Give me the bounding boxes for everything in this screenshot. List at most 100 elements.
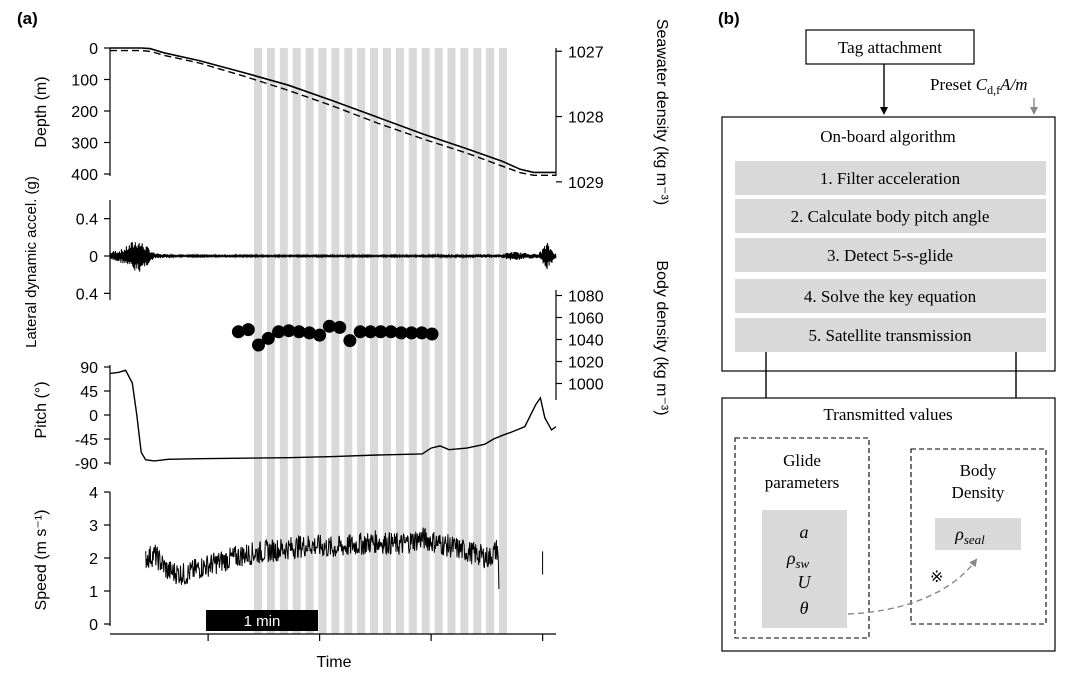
tag-attachment-box	[805, 29, 975, 65]
pitch-subplot: 90 45 0 -45 -90 1080 1060 1040 1020 1000 Pitch (…	[33, 260, 670, 473]
reference-mark: ※	[930, 569, 943, 586]
glide-band	[434, 48, 443, 634]
accel-ylabel: Lateral dynamic accel. (g)	[23, 176, 40, 348]
pitch-ticks: 90 45 0 -45 -90	[75, 360, 110, 473]
glide-band	[395, 48, 404, 634]
pitch-tick-label: 0	[89, 408, 98, 425]
onboard-algorithm-title: On-board algorithm	[820, 127, 956, 146]
speed-ticks: 4 3 2 1 0	[89, 485, 110, 634]
seawater-density-tick-label: 1028	[568, 110, 604, 127]
pitch-tick-label: -45	[75, 432, 98, 449]
speed-tick-label: 4	[89, 485, 98, 502]
body-density-point	[343, 334, 357, 348]
glide-band	[421, 48, 430, 634]
glide-band	[370, 48, 379, 634]
speed-tick-label: 2	[89, 551, 98, 568]
speed-series	[145, 527, 544, 590]
accel-series	[109, 242, 557, 272]
step-2-label: 2. Calculate body pitch angle	[791, 207, 990, 226]
accel-tick-label: 0.4	[76, 286, 98, 303]
body-density-point	[292, 325, 306, 339]
preset-rest: A/m	[999, 75, 1027, 94]
step-box-1	[735, 161, 1046, 195]
preset-prefix: Preset	[930, 75, 976, 94]
speed-tick-label: 0	[89, 617, 98, 634]
rho-seal-box	[935, 518, 1021, 550]
rho-symbol: ρ	[786, 548, 796, 568]
step-5-label: 5. Satellite transmission	[809, 326, 972, 345]
speed-tick-label: 3	[89, 518, 98, 535]
scale-bar-label: 1 min	[244, 613, 281, 630]
body-density-point	[302, 326, 316, 340]
pitch-tick-label: 45	[80, 384, 98, 401]
body-density-point	[282, 324, 296, 338]
glide-band	[447, 48, 456, 634]
glide-band	[383, 48, 391, 634]
glide-band	[318, 48, 327, 634]
body-density-point	[394, 326, 408, 340]
depth-ticks: 0 100 200 300 400	[71, 41, 110, 184]
var-a: a	[800, 522, 809, 542]
body-density-point	[384, 325, 398, 339]
speed-ylabel: Speed (m s⁻¹)	[33, 510, 50, 611]
glide-values-box	[762, 510, 847, 628]
seawater-density-ylabel: Seawater density (kg m⁻³)	[653, 19, 670, 205]
panel-a-label: (a)	[17, 9, 38, 28]
step-1-label: 1. Filter acceleration	[820, 169, 961, 188]
body-density-tick-label: 1000	[568, 377, 604, 394]
glide-to-density-arrow	[847, 558, 978, 615]
body-label-line2: Density	[952, 483, 1005, 502]
glide-label-line2: parameters	[765, 473, 840, 492]
time-xlabel: Time	[317, 654, 352, 671]
step-box-3	[735, 238, 1046, 272]
accel-ticks: 0.4 0 0.4	[76, 212, 110, 303]
body-density-ticks: 1080 1060 1040 1020 1000	[556, 289, 604, 394]
seawater-density-tick-label: 1029	[568, 175, 604, 192]
body-density-box	[910, 448, 1047, 625]
tag-attachment-label: Tag attachment	[838, 38, 942, 57]
transmitted-values-title: Transmitted values	[823, 405, 952, 424]
algorithm-steps: 1. Filter acceleration 2. Calculate body…	[735, 161, 1046, 352]
glide-parameters-box	[734, 437, 870, 639]
body-density-point	[261, 331, 275, 345]
body-density-points	[231, 319, 439, 352]
body-density-tick-label: 1020	[568, 355, 604, 372]
rho-seal-symbol: ρ	[954, 524, 964, 544]
speed-tick-label: 1	[89, 584, 98, 601]
body-density-point	[241, 323, 255, 337]
panel-b: (b) Tag attachment Preset Cd,fA/m On-boa…	[718, 9, 1056, 652]
glide-band	[460, 48, 469, 634]
step-box-5	[735, 318, 1046, 352]
var-rho-sw: ρsw	[786, 548, 810, 571]
preset-c: C	[976, 75, 988, 94]
step-box-2	[735, 199, 1046, 233]
rho-seal-subscript: seal	[964, 532, 985, 547]
body-density-point	[364, 325, 377, 339]
glide-band	[473, 48, 482, 634]
depth-tick-label: 400	[71, 167, 98, 184]
depth-tick-label: 200	[71, 104, 98, 121]
body-density-point	[405, 326, 418, 340]
body-density-tick-label: 1040	[568, 333, 604, 350]
body-density-point	[333, 320, 347, 334]
var-theta: θ	[800, 598, 809, 618]
seawater-density-tick-label: 1027	[568, 44, 604, 61]
accel-tick-label: 0	[89, 249, 98, 266]
depth-tick-label: 300	[71, 136, 98, 153]
pitch-series	[109, 369, 557, 462]
glide-band	[305, 48, 314, 634]
rho-seal: ρseal	[954, 524, 985, 547]
body-density-point	[231, 325, 245, 339]
pitch-ylabel: Pitch (°)	[33, 381, 50, 438]
body-density-point	[322, 319, 336, 333]
pitch-tick-label: -90	[75, 456, 98, 473]
seawater-density-series	[110, 49, 556, 176]
body-density-point	[252, 338, 265, 352]
time-ticks	[207, 634, 544, 641]
glide-band	[357, 48, 366, 634]
accel-tick-label: 0.4	[76, 212, 98, 229]
body-density-point	[313, 328, 327, 342]
glide-band	[331, 48, 340, 634]
preset-label: Preset Cd,fA/m	[930, 75, 1028, 97]
